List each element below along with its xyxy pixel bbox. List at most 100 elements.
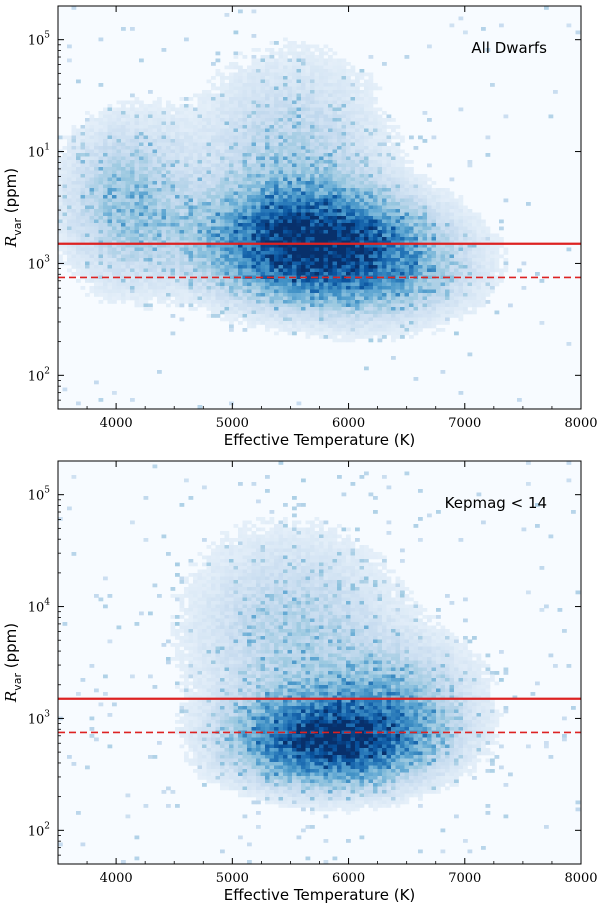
heatmap-cell	[107, 125, 113, 129]
heatmap-cell	[202, 146, 207, 150]
heatmap-cell	[197, 300, 203, 304]
heatmap-cell	[283, 317, 288, 322]
heatmap-cell	[292, 51, 297, 56]
heatmap-cell	[103, 244, 108, 248]
heatmap-cell	[278, 100, 284, 105]
heatmap-cell	[175, 272, 180, 276]
heatmap-cell	[355, 132, 360, 136]
heatmap-cell	[98, 153, 104, 157]
heatmap-cell	[166, 107, 171, 112]
heatmap-cell	[301, 223, 306, 227]
heatmap-cell	[202, 202, 207, 206]
heatmap-cell	[319, 279, 324, 283]
heatmap-cell	[382, 230, 387, 234]
heatmap-cell	[292, 156, 297, 161]
heatmap-cell	[211, 237, 216, 241]
heatmap-cell	[256, 205, 261, 210]
heatmap-cell	[197, 177, 203, 182]
heatmap-cell	[368, 111, 374, 115]
heatmap-cell	[359, 331, 365, 336]
heatmap-cell	[224, 111, 230, 115]
heatmap-cell	[350, 261, 356, 266]
heatmap-cell	[337, 296, 342, 301]
heatmap-cell	[382, 111, 387, 115]
heatmap-cell	[224, 125, 230, 129]
heatmap-cell	[188, 268, 194, 273]
heatmap-cell	[301, 247, 306, 252]
heatmap-cell	[355, 317, 360, 322]
heatmap-cell	[247, 258, 252, 262]
heatmap-cell	[301, 230, 306, 234]
heatmap-cell	[193, 212, 198, 217]
heatmap-cell	[364, 293, 369, 297]
heatmap-cell	[170, 153, 176, 157]
heatmap-cell	[319, 156, 324, 161]
heatmap-cell	[62, 202, 68, 206]
heatmap-cell	[269, 247, 275, 252]
heatmap-cell	[170, 237, 176, 241]
heatmap-cell	[269, 226, 275, 231]
heatmap-cell	[152, 111, 158, 115]
heatmap-cell	[256, 107, 261, 112]
heatmap-cell	[103, 135, 108, 140]
heatmap-cell	[386, 216, 392, 220]
heatmap-cell	[364, 90, 369, 94]
heatmap-cell	[377, 181, 383, 185]
heatmap-cell	[112, 181, 117, 185]
heatmap-cell	[89, 139, 95, 143]
heatmap-cell	[197, 167, 203, 171]
heatmap-cell	[143, 240, 149, 245]
heatmap-cell	[341, 212, 347, 217]
heatmap-cell	[211, 118, 216, 122]
heatmap-cell	[251, 177, 257, 182]
heatmap-cell	[89, 146, 95, 150]
heatmap-cell	[125, 170, 131, 175]
heatmap-cell	[265, 219, 270, 224]
heatmap-cell	[112, 289, 117, 294]
heatmap-cell	[211, 104, 216, 108]
heatmap-cell	[202, 300, 207, 304]
heatmap-cell	[305, 69, 311, 73]
heatmap-cell	[76, 223, 81, 227]
heatmap-cell	[80, 160, 86, 164]
heatmap-cell	[310, 286, 315, 290]
heatmap-cell	[233, 30, 239, 35]
heatmap-cell	[256, 310, 261, 315]
heatmap-cell	[332, 111, 338, 115]
heatmap-cell	[247, 163, 252, 168]
heatmap-cell	[341, 247, 347, 252]
heatmap-cell	[148, 247, 153, 252]
heatmap-cell	[193, 265, 198, 269]
heatmap-cell	[229, 107, 234, 112]
heatmap-cell	[278, 48, 284, 52]
heatmap-cell	[238, 209, 243, 213]
heatmap-cell	[206, 212, 212, 217]
heatmap-cell	[251, 167, 257, 171]
heatmap-cell	[107, 254, 113, 259]
heatmap-cell	[233, 310, 239, 315]
heatmap-cell	[386, 300, 392, 304]
heatmap-cell	[287, 86, 293, 91]
heatmap-cell	[386, 139, 392, 143]
heatmap-cell	[224, 265, 230, 269]
heatmap-cell	[355, 163, 360, 168]
heatmap-cell	[301, 258, 306, 262]
heatmap-cell	[368, 93, 374, 98]
heatmap-cell	[161, 258, 167, 262]
heatmap-cell	[238, 247, 243, 252]
heatmap-cell	[314, 76, 320, 80]
heatmap-cell	[76, 135, 81, 140]
heatmap-cell	[283, 324, 288, 329]
heatmap-cell	[359, 251, 365, 255]
heatmap-cell	[76, 128, 81, 133]
heatmap-cell	[134, 254, 140, 259]
heatmap-cell	[206, 205, 212, 210]
heatmap-cell	[247, 240, 252, 245]
heatmap-cell	[283, 132, 288, 136]
heatmap-cell	[85, 223, 90, 227]
heatmap-cell	[350, 149, 356, 154]
heatmap-cell	[233, 223, 239, 227]
heatmap-cell	[125, 167, 131, 171]
heatmap-cell	[337, 181, 342, 185]
heatmap-cell	[323, 90, 329, 94]
